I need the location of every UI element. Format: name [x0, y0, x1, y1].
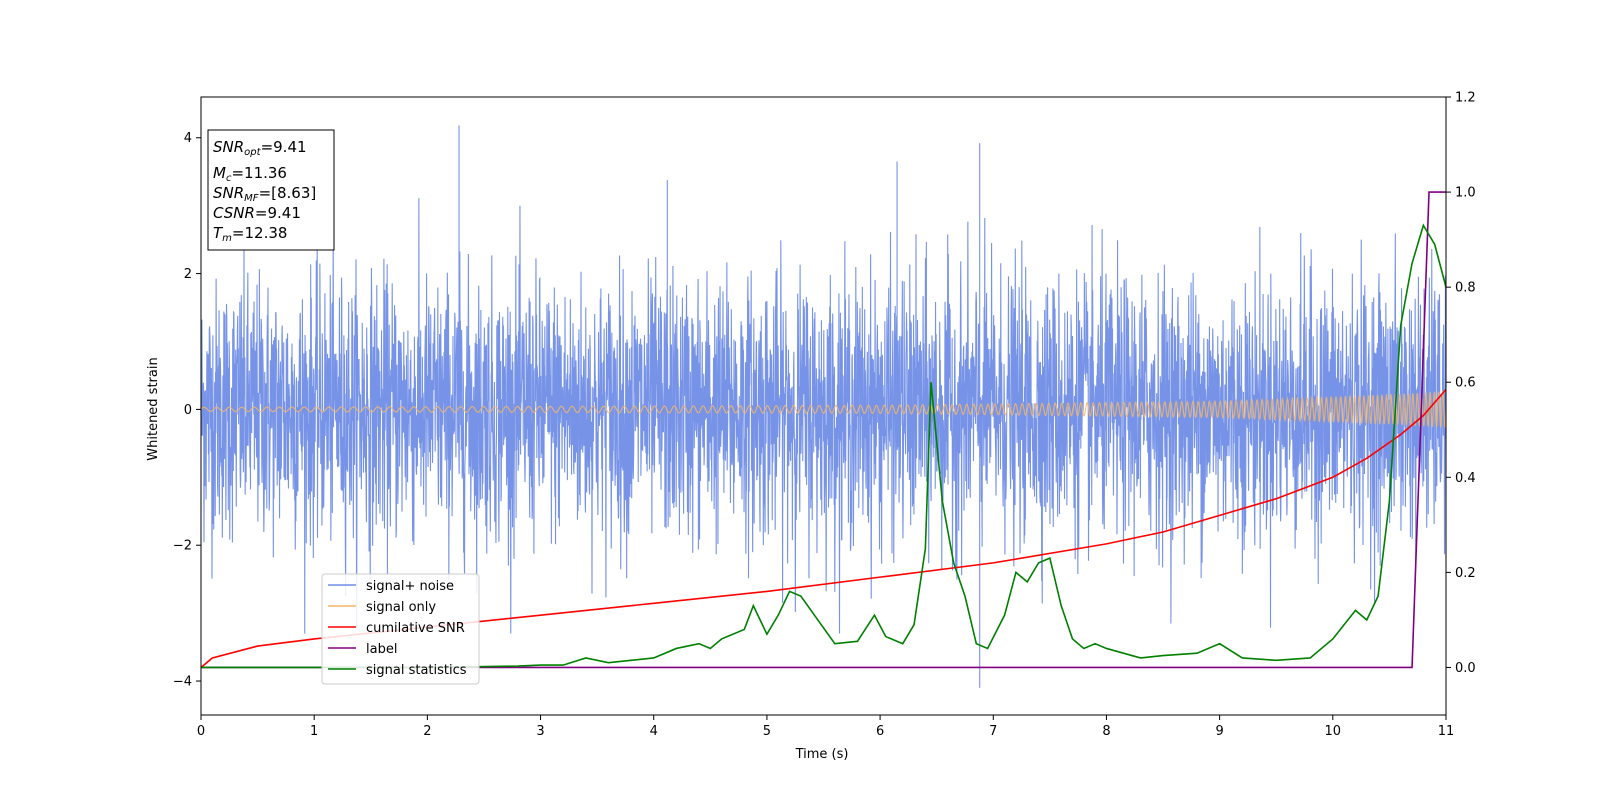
x-tick-label: 9: [1215, 724, 1223, 739]
x-tick-label: 0: [197, 724, 205, 739]
x-tick-label: 5: [763, 724, 771, 739]
x-tick-label: 2: [423, 724, 431, 739]
x-tick-label: 10: [1325, 724, 1342, 739]
y-right-tick-label: 1.0: [1455, 186, 1476, 201]
y-left-tick-label: −4: [173, 675, 192, 690]
plot-frame: [200, 96, 1447, 716]
y-left-tick-label: 2: [184, 267, 192, 282]
info-box: SNRopt=9.41 Mc=11.36 SNRMF=[8.63] CSNR=9…: [207, 129, 335, 251]
x-tick-label: 11: [1438, 724, 1455, 739]
info-snr-mf: SNRMF=[8.63]: [213, 184, 316, 204]
y-right-tick-label: 0.2: [1455, 566, 1476, 581]
series-signal-only: [201, 390, 1446, 428]
info-tm: Tm=12.38: [213, 224, 287, 244]
legend-label-cumulative-snr: cumilative SNR: [366, 621, 465, 636]
y-left-tick-label: 0: [184, 403, 192, 418]
axes: 0 1 2 3 4 5 6 7 8 9 10 11 −4 −2 0 2 4 0.0 0.2 0.4 0.6 0.8 1.0 1…: [173, 91, 1476, 740]
y-right-tick-label: 0.6: [1455, 376, 1476, 391]
x-tick-label: 4: [650, 724, 658, 739]
legend-label-signal-only: signal only: [366, 600, 436, 615]
legend-label-label: label: [366, 642, 397, 657]
info-csnr: CSNR=9.41: [213, 204, 301, 222]
x-axis-label: Time (s): [795, 747, 849, 762]
x-tick-label: 3: [536, 724, 544, 739]
series-signal-noise: [201, 125, 1446, 688]
y-right-tick-label: 0.8: [1455, 281, 1476, 296]
y-left-tick-label: 4: [184, 131, 192, 146]
info-mc: Mc=11.36: [213, 164, 287, 184]
y-right-tick-label: 0.0: [1455, 661, 1476, 676]
legend-label-signal-noise: signal+ noise: [366, 579, 454, 594]
x-tick-label: 8: [1102, 724, 1110, 739]
x-tick-label: 7: [989, 724, 997, 739]
plot-area: [201, 125, 1446, 688]
legend-label-signal-statistics: signal statistics: [366, 663, 467, 678]
series-signal-statistics: [201, 223, 1446, 669]
legend: signal+ noise signal only cumilative SNR…: [321, 573, 480, 685]
y-axis-label-left: Whitened strain: [146, 357, 161, 460]
series-cumulative-snr: [201, 388, 1446, 669]
x-tick-label: 6: [876, 724, 884, 739]
y-left-tick-label: −2: [173, 539, 192, 554]
y-right-tick-label: 0.4: [1455, 471, 1476, 486]
y-right-tick-label: 1.2: [1455, 91, 1476, 106]
series-label: [201, 191, 1446, 669]
info-snr-opt: SNRopt=9.41: [213, 138, 307, 158]
x-tick-label: 1: [310, 724, 318, 739]
